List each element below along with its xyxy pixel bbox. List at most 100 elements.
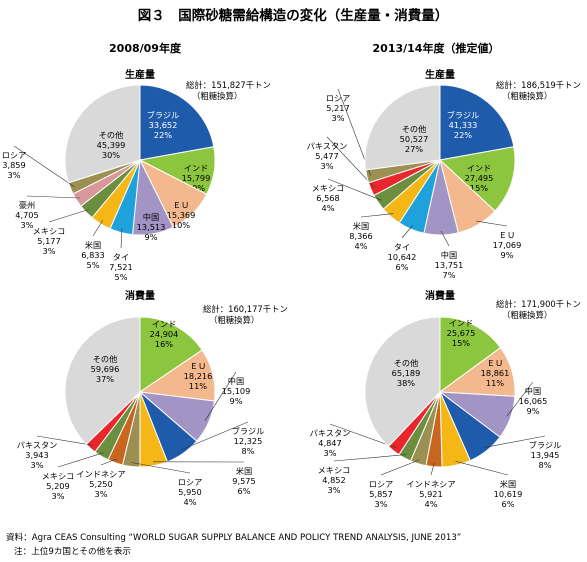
slice-label-value: 13,945: [531, 450, 560, 460]
slice-label-name: 豪州: [19, 200, 35, 210]
leader-line: [329, 423, 397, 448]
chart-total-unit: （粗糖換算）: [192, 91, 242, 101]
leader-line: [440, 230, 450, 247]
column-header-2008: 2008/09年度: [109, 41, 182, 55]
slice-label-value: 12,325: [234, 436, 263, 446]
leader-line: [430, 462, 435, 476]
slice-label-pct: 3%: [332, 113, 345, 123]
slice-label-pct: 10%: [187, 183, 205, 193]
slice-label-pct: 6%: [502, 499, 515, 509]
slice-label-name: メキシコ: [42, 471, 75, 481]
slice-label-pct: 37%: [96, 374, 114, 384]
slice-label-pct: 9%: [230, 396, 243, 406]
slice-label-pct: 5%: [87, 260, 100, 270]
slice-label-name: その他: [394, 358, 419, 368]
slice-label-name: タイ: [113, 252, 129, 262]
leader-line: [326, 136, 375, 188]
slice-label-pct: 22%: [154, 130, 172, 140]
leader-line: [476, 220, 508, 227]
chart-subtitle: 消費量: [425, 289, 455, 302]
slice-label-name: 米国: [236, 466, 252, 476]
pie-chart-2: 生産量総計：186,519千トン（粗糖換算）ブラジル41,33322%インド27…: [307, 68, 581, 280]
pie-slice-others: [364, 84, 441, 171]
slice-label-pct: 10%: [172, 220, 190, 230]
slice-label-pct: 4%: [184, 497, 197, 507]
slice-label-pct: 7%: [443, 270, 456, 280]
slice-label-name: その他: [402, 124, 427, 134]
slice-label-name: パキスタン: [17, 440, 58, 450]
note-line: 注：上位9カ国とその他を表示: [14, 545, 131, 557]
slice-label-name: 米国: [85, 240, 101, 250]
chart-total: 総計：160,177千トン: [203, 304, 288, 314]
slice-label-name: 米国: [353, 221, 369, 231]
slice-label-pct: 6%: [238, 486, 251, 496]
slice-label-value: 5,921: [419, 489, 442, 499]
chart-total: 総計：171,900千トン: [496, 299, 581, 309]
slice-label-name: 中国: [441, 250, 457, 260]
leader-line: [380, 459, 420, 476]
pie-slice-india: [438, 146, 516, 212]
slice-label-name: ＥＵ: [487, 358, 503, 368]
slice-label-pct: 9%: [527, 406, 540, 416]
chart-subtitle: 生産量: [425, 68, 455, 81]
slice-label-pct: 38%: [397, 378, 415, 388]
slice-label-name: インドネシア: [76, 469, 125, 479]
slice-label-pct: 27%: [405, 144, 423, 154]
slice-label-name: インド: [184, 163, 209, 173]
slice-label-value: 5,477: [315, 151, 338, 161]
slice-label-pct: 4%: [322, 203, 335, 213]
slice-label-pct: 16%: [155, 339, 173, 349]
leader-line: [48, 209, 90, 223]
slice-label-pct: 5%: [115, 272, 128, 282]
slice-label-pct: 3%: [321, 161, 334, 171]
slice-label-name: ブラジル: [147, 110, 180, 120]
slice-label-value: 17,069: [493, 240, 522, 250]
slice-label-pct: 3%: [43, 246, 56, 256]
slice-label-pct: 4%: [425, 499, 438, 509]
leader-line: [57, 452, 104, 468]
slice-label-name: ロシア: [2, 150, 27, 160]
slice-label-name: 米国: [500, 479, 516, 489]
slice-label-name: 中国: [143, 212, 159, 222]
slice-label-name: メキシコ: [318, 465, 351, 475]
chart-total-unit: （粗糖換算）: [209, 315, 259, 325]
slice-label-pct: 8%: [242, 446, 255, 456]
slice-label-value: 13,513: [137, 222, 166, 232]
slice-label-name: パキスタン: [310, 428, 351, 438]
slice-label-name: メキシコ: [33, 226, 66, 236]
slice-label-pct: 4%: [355, 241, 368, 251]
slice-label-value: 15,369: [167, 210, 196, 220]
slice-label-name: ブラジル: [529, 440, 562, 450]
slice-label-value: 41,333: [449, 120, 478, 130]
slice-label-name: インド: [449, 318, 474, 328]
leader-line: [100, 458, 117, 466]
chart-total-unit: （粗糖換算）: [502, 310, 552, 320]
slice-label-name: その他: [99, 130, 124, 140]
slice-label-pct: 3%: [324, 448, 337, 458]
slice-label-value: 5,217: [326, 103, 349, 113]
chart-subtitle: 消費量: [125, 289, 155, 302]
slice-label-value: 6,568: [316, 193, 339, 203]
pie-slice-india: [139, 316, 203, 393]
slice-label-value: 5,209: [46, 481, 69, 491]
slice-label-name: インド: [152, 319, 177, 329]
slice-label-pct: 3%: [31, 460, 44, 470]
pie-slice-others: [64, 84, 141, 184]
figure-title: 図３ 国際砂糖需給構造の変化（生産量・消費量）: [138, 7, 449, 24]
source-line: 資料：Agra CEAS Consulting “WORLD SUGAR SUP…: [6, 531, 461, 543]
slice-label-value: 5,177: [37, 236, 60, 246]
slice-label-value: 25,675: [447, 328, 476, 338]
slice-label-value: 18,861: [481, 368, 510, 378]
slice-label-pct: 3%: [52, 491, 65, 501]
leader-line: [131, 462, 191, 474]
slice-label-value: 16,065: [519, 396, 548, 406]
slice-label-name: タイ: [394, 242, 410, 252]
slice-label-pct: 9%: [501, 250, 514, 260]
slice-label-pct: 3%: [8, 170, 21, 180]
slice-label-value: 4,852: [322, 475, 345, 485]
slice-label-pct: 15%: [470, 183, 488, 193]
slice-label-name: ＥＵ: [190, 361, 206, 371]
slice-label-name: ロシア: [326, 93, 351, 103]
